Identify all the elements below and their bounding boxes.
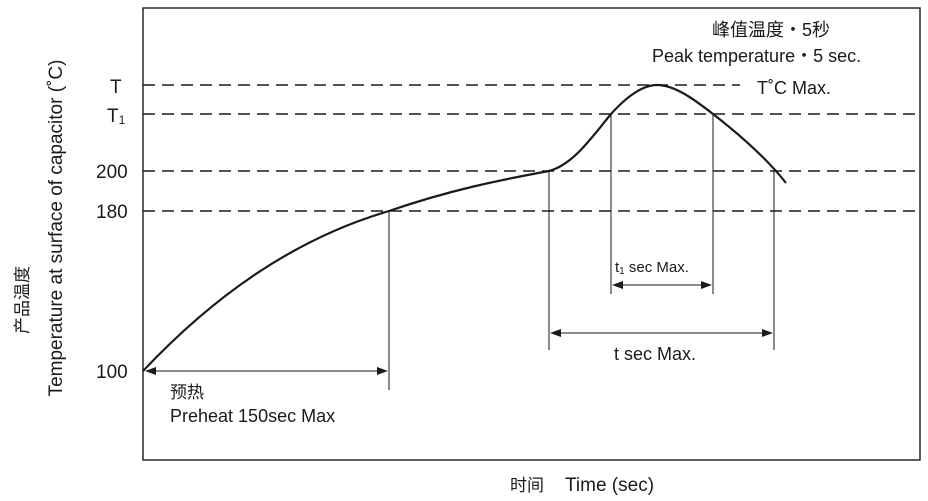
tick-label-200: 200: [96, 162, 128, 183]
y-axis-label-en: Temperature at surface of capacitor (˚C): [46, 60, 67, 397]
tick-label-180: 180: [96, 202, 128, 223]
x-axis-label-en: Time (sec): [565, 475, 654, 496]
x-axis-label-cn: 时间: [510, 476, 544, 495]
preheat-label-cn: 预热: [170, 383, 204, 402]
t1-duration-arrow: [612, 281, 712, 289]
preheat-label-en: Preheat 150sec Max: [170, 406, 335, 426]
t-duration-arrow: [550, 329, 773, 337]
t1-duration-label: t1 sec Max.: [615, 259, 689, 277]
tick-label-t1: T1: [107, 106, 126, 127]
t-duration-label: t sec Max.: [614, 344, 696, 364]
y-axis-label-cn: 产品温度: [13, 266, 32, 334]
peak-label-en: Peak temperature・5 sec.: [652, 46, 861, 66]
tick-label-t: T: [110, 77, 122, 98]
preheat-arrow: [145, 367, 388, 375]
tick-label-100: 100: [96, 362, 128, 383]
plot-frame: [142, 7, 921, 461]
tmax-label: T˚C Max.: [757, 78, 831, 98]
temperature-profile-curve: [142, 83, 787, 372]
peak-label-cn: 峰值温度・5秒: [712, 20, 830, 40]
